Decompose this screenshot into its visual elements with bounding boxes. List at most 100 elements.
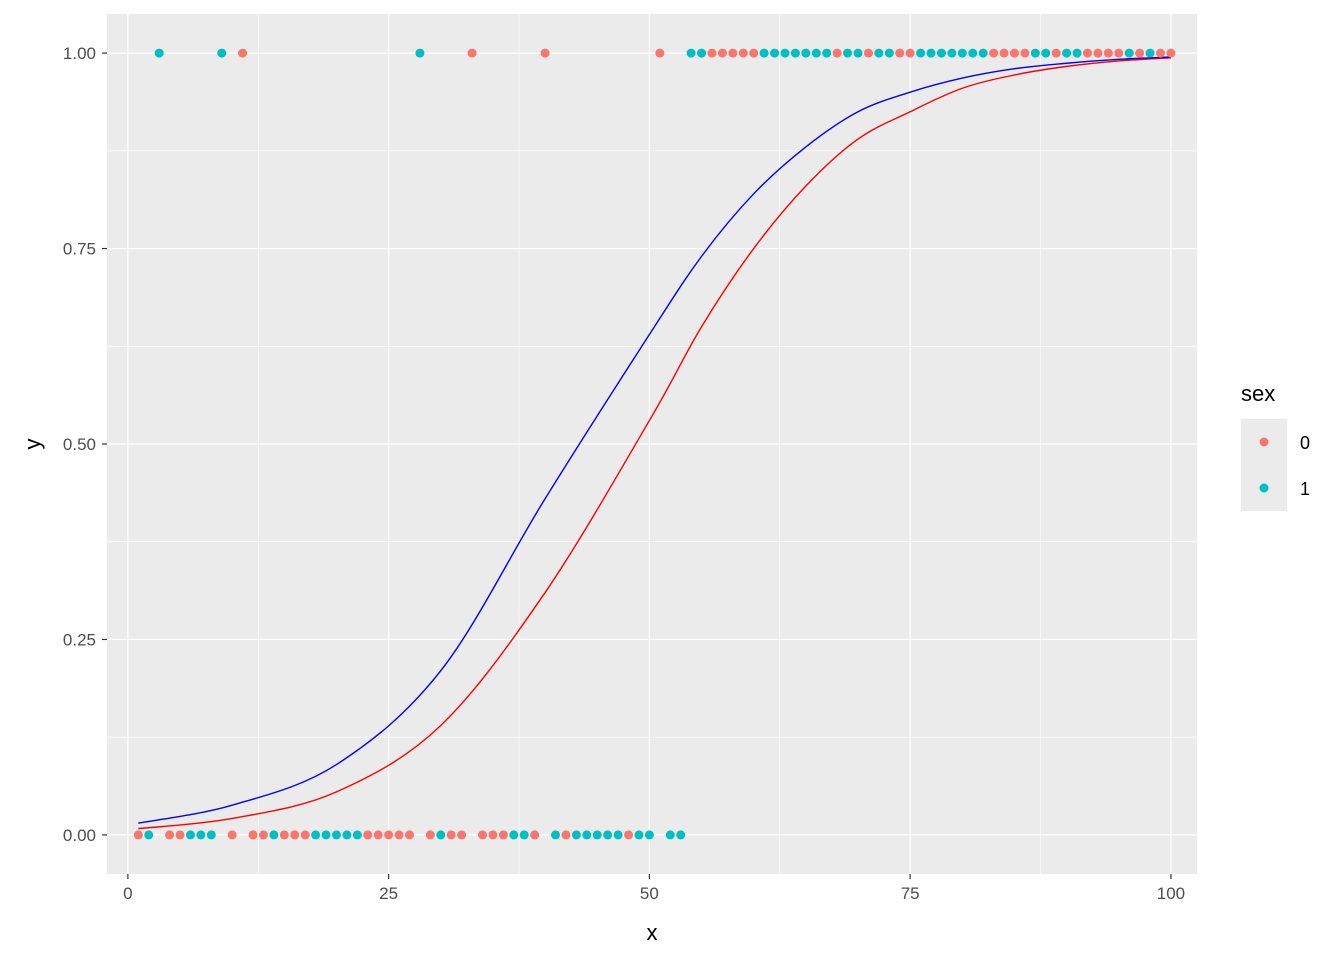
data-point-sex-0 [498,830,508,840]
y-tick-label: 1.00 [63,44,96,63]
data-point-sex-1 [154,48,164,58]
data-point-sex-1 [780,48,790,58]
data-point-sex-1 [634,830,644,840]
data-point-sex-0 [895,48,905,58]
data-point-sex-0 [707,48,717,58]
data-point-sex-0 [446,830,456,840]
data-point-sex-1 [603,830,613,840]
fitted-line-1 [138,56,1171,824]
x-axis: 0 25 50 75 100 [123,874,1185,903]
data-points [133,48,1176,840]
data-point-sex-0 [728,48,738,58]
x-tick-label: 0 [123,884,132,903]
data-point-sex-1 [916,48,926,58]
data-point-sex-1 [1072,48,1082,58]
data-point-sex-0 [561,830,571,840]
data-point-sex-0 [488,830,498,840]
data-point-sex-1 [217,48,227,58]
y-axis: 0.00 0.25 0.50 0.75 1.00 [63,44,107,845]
data-point-sex-0 [999,48,1009,58]
data-point-sex-1 [509,830,519,840]
y-tick-label: 0.50 [63,435,96,454]
data-point-sex-0 [279,830,289,840]
data-point-sex-0 [248,830,258,840]
data-point-sex-1 [185,830,195,840]
x-axis-title: x [647,920,658,945]
data-point-sex-1 [311,830,321,840]
data-point-sex-0 [1093,48,1103,58]
data-point-sex-1 [978,48,988,58]
data-point-sex-0 [1103,48,1113,58]
x-tick-label: 100 [1157,884,1185,903]
data-point-sex-0 [1020,48,1030,58]
data-point-sex-0 [1051,48,1061,58]
y-tick-label: 0.75 [63,240,96,259]
data-point-sex-0 [373,830,383,840]
data-point-sex-1 [884,48,894,58]
data-point-sex-1 [269,830,279,840]
data-point-sex-1 [968,48,978,58]
data-point-sex-0 [1114,48,1124,58]
data-point-sex-1 [415,48,425,58]
data-point-sex-1 [613,830,623,840]
x-tick-label: 50 [640,884,659,903]
data-point-sex-1 [1145,48,1155,58]
data-point-sex-0 [1166,48,1176,58]
data-point-sex-1 [1124,48,1134,58]
data-point-sex-1 [874,48,884,58]
data-point-sex-1 [519,830,529,840]
data-point-sex-1 [1030,48,1040,58]
data-point-sex-0 [655,48,665,58]
data-point-sex-1 [843,48,853,58]
data-point-sex-0 [363,830,373,840]
legend: sex 0 1 [1241,381,1310,511]
data-point-sex-0 [905,48,915,58]
data-point-sex-1 [790,48,800,58]
data-point-sex-0 [1155,48,1165,58]
legend-key-1-point [1259,483,1269,493]
data-point-sex-1 [926,48,936,58]
legend-label-1: 1 [1300,479,1310,499]
data-point-sex-0 [227,830,237,840]
data-point-sex-1 [697,48,707,58]
data-point-sex-0 [530,830,540,840]
data-point-sex-1 [582,830,592,840]
data-point-sex-1 [342,830,352,840]
data-point-sex-0 [238,48,248,58]
y-axis-title: y [20,439,45,450]
data-point-sex-1 [196,830,206,840]
data-point-sex-1 [331,830,341,840]
data-point-sex-1 [853,48,863,58]
data-point-sex-0 [404,830,414,840]
data-point-sex-0 [1082,48,1092,58]
data-point-sex-0 [1009,48,1019,58]
data-point-sex-1 [665,830,675,840]
data-point-sex-1 [759,48,769,58]
y-tick-label: 0.25 [63,630,96,649]
data-point-sex-1 [676,830,686,840]
data-point-sex-0 [749,48,759,58]
data-point-sex-0 [165,830,175,840]
legend-title: sex [1241,381,1275,406]
data-point-sex-1 [1062,48,1072,58]
data-point-sex-1 [144,830,154,840]
x-tick-label: 25 [379,884,398,903]
data-point-sex-0 [717,48,727,58]
data-point-sex-1 [206,830,216,840]
data-point-sex-1 [1041,48,1051,58]
data-point-sex-0 [540,48,550,58]
data-point-sex-0 [1135,48,1145,58]
data-point-sex-0 [290,830,300,840]
data-point-sex-1 [551,830,561,840]
data-point-sex-0 [133,830,143,840]
data-point-sex-0 [175,830,185,840]
data-point-sex-1 [822,48,832,58]
fitted-line-0 [138,57,1171,830]
legend-key-0-point [1259,437,1269,447]
legend-label-0: 0 [1300,433,1310,453]
data-point-sex-1 [321,830,331,840]
data-point-sex-0 [384,830,394,840]
data-point-sex-1 [801,48,811,58]
data-point-sex-1 [811,48,821,58]
data-point-sex-0 [989,48,999,58]
